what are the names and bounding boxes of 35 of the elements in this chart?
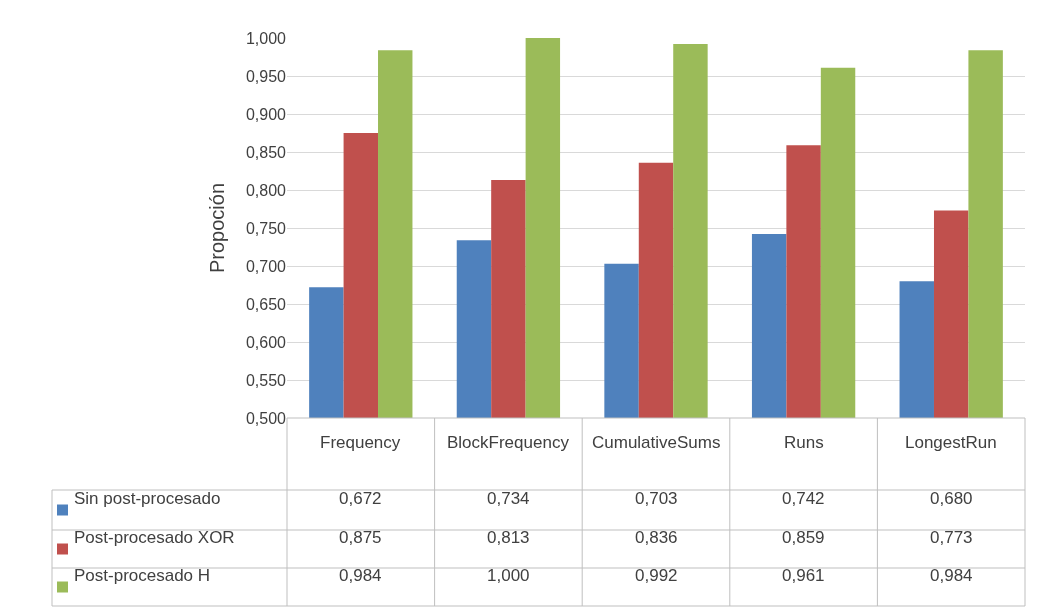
- data-label: 1,000: [487, 566, 530, 585]
- data-label: 0,859: [782, 528, 825, 547]
- data-label: 0,742: [782, 489, 825, 508]
- data-label: 0,680: [930, 489, 973, 508]
- legend-label: Post-procesado H: [74, 566, 211, 585]
- data-label: 0,672: [339, 489, 382, 508]
- x-tick-label: Runs: [784, 433, 824, 452]
- data-label: 0,836: [635, 528, 678, 547]
- y-tick-label: 1,000: [245, 29, 287, 47]
- y-tick-label: 0,700: [245, 257, 287, 275]
- data-label: 0,984: [339, 566, 382, 585]
- data-label: 0,992: [635, 566, 678, 585]
- x-tick-label: LongestRun: [905, 433, 997, 452]
- x-tick-label: Frequency: [320, 433, 401, 452]
- y-tick-label: 0,800: [245, 181, 287, 199]
- legend-label: Post-procesado XOR: [74, 528, 235, 547]
- y-tick-label: 0,550: [245, 371, 287, 389]
- data-label: 0,773: [930, 528, 973, 547]
- y-tick-label: 0,650: [245, 295, 287, 313]
- data-label: 0,984: [930, 566, 973, 585]
- y-axis-title: Propoción: [206, 182, 229, 274]
- y-tick-label: 0,600: [245, 333, 287, 351]
- y-tick-label: 0,950: [245, 67, 287, 85]
- y-tick-label: 0,500: [245, 409, 287, 427]
- y-tick-label: 0,850: [245, 143, 287, 161]
- data-label: 0,961: [782, 566, 825, 585]
- data-label: 0,703: [635, 489, 678, 508]
- data-label: 0,734: [487, 489, 530, 508]
- x-tick-label: CumulativeSums: [592, 433, 721, 452]
- legend-label: Sin post-procesado: [74, 489, 221, 508]
- x-tick-label: BlockFrequency: [447, 433, 570, 452]
- data-label: 0,875: [339, 528, 382, 547]
- y-tick-label: 0,900: [245, 105, 287, 123]
- data-label: 0,813: [487, 528, 530, 547]
- y-tick-label: 0,750: [245, 219, 287, 237]
